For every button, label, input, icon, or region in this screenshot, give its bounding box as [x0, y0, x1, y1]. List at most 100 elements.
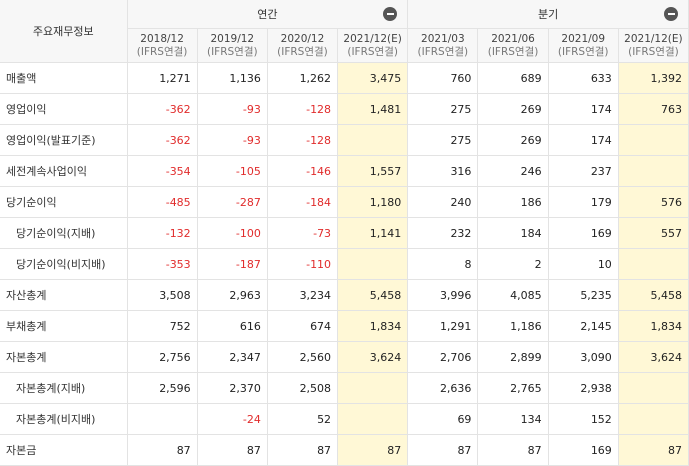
table-cell: 2,596 — [127, 372, 198, 404]
table-cell: 1,291 — [407, 310, 479, 342]
table-cell: 3,508 — [127, 279, 198, 311]
table-cell: 1,834 — [337, 310, 409, 342]
period-header: 2020/12 (IFRS연결) — [267, 28, 339, 63]
period-header: 2019/12 (IFRS연결) — [197, 28, 268, 63]
table-cell — [618, 403, 689, 435]
table-cell: -362 — [127, 124, 198, 156]
table-cell: 169 — [548, 217, 619, 249]
table-cell: -287 — [197, 186, 268, 218]
table-cell: 174 — [548, 124, 619, 156]
table-cell: 10 — [548, 248, 619, 280]
row-label[interactable]: 영업이익 — [0, 93, 128, 125]
table-cell: 557 — [618, 217, 689, 249]
row-label[interactable]: 자본총계(비지배) — [0, 403, 128, 435]
corner-label: 주요재무정보 — [0, 0, 128, 63]
table-cell: 2 — [477, 248, 549, 280]
table-cell: 237 — [548, 155, 619, 187]
table-cell: -128 — [267, 93, 339, 125]
table-cell: 87 — [618, 434, 689, 466]
row-label[interactable]: 자본총계 — [0, 341, 128, 373]
table-cell — [127, 403, 198, 435]
table-cell: 246 — [477, 155, 549, 187]
table-cell — [337, 248, 409, 280]
table-row: 당기순이익 -485 -287 -184 1,180 240 186 179 576 — [0, 186, 689, 218]
table-cell: 134 — [477, 403, 549, 435]
table-cell: 87 — [477, 434, 549, 466]
row-label[interactable]: 자본금 — [0, 434, 128, 466]
table-cell: 87 — [407, 434, 479, 466]
table-cell: -110 — [267, 248, 339, 280]
table-cell: 633 — [548, 62, 619, 94]
period-header: 2021/06 (IFRS연결) — [477, 28, 549, 63]
row-label[interactable]: 당기순이익(지배) — [0, 217, 128, 249]
table-cell: 8 — [407, 248, 479, 280]
table-cell: 760 — [407, 62, 479, 94]
table-cell: 3,090 — [548, 341, 619, 373]
table-row: 당기순이익(지배) -132 -100 -73 1,141 232 184 169 557 — [0, 217, 689, 249]
row-label[interactable]: 부채총계 — [0, 310, 128, 342]
row-label[interactable]: 당기순이익 — [0, 186, 128, 218]
table-cell: -93 — [197, 93, 268, 125]
row-label[interactable]: 자산총계 — [0, 279, 128, 311]
table-cell: 5,235 — [548, 279, 619, 311]
row-label[interactable]: 매출액 — [0, 62, 128, 94]
table-cell: 5,458 — [337, 279, 409, 311]
table-cell — [337, 403, 409, 435]
table-cell: 152 — [548, 403, 619, 435]
group-label-annual: 연간 — [257, 8, 278, 21]
table-cell: 87 — [127, 434, 198, 466]
table-cell: 184 — [477, 217, 549, 249]
table-cell: 763 — [618, 93, 689, 125]
table-cell: -485 — [127, 186, 198, 218]
table-row: 세전계속사업이익 -354 -105 -146 1,557 316 246 237 — [0, 155, 689, 187]
period-header: 2021/12(E) (IFRS연결) — [618, 28, 689, 63]
row-label[interactable]: 세전계속사업이익 — [0, 155, 128, 187]
table-cell: -187 — [197, 248, 268, 280]
table-cell: 174 — [548, 93, 619, 125]
table-cell: 186 — [477, 186, 549, 218]
table-cell: 1,262 — [267, 62, 339, 94]
table-row: 자본총계(지배) 2,596 2,370 2,508 2,636 2,765 2,938 — [0, 372, 689, 404]
table-cell: 2,560 — [267, 341, 339, 373]
period-header: 2021/03 (IFRS연결) — [407, 28, 479, 63]
table-cell — [337, 372, 409, 404]
row-label[interactable]: 당기순이익(비지배) — [0, 248, 128, 280]
table-cell: 275 — [407, 124, 479, 156]
table-cell: 2,347 — [197, 341, 268, 373]
table-cell: 689 — [477, 62, 549, 94]
table-cell: 3,996 — [407, 279, 479, 311]
table-cell: -132 — [127, 217, 198, 249]
group-header-annual: 연간 — [127, 0, 409, 29]
table-row: 자본총계(비지배) -24 52 69 134 152 — [0, 403, 689, 435]
table-cell: 1,186 — [477, 310, 549, 342]
table-cell: 2,145 — [548, 310, 619, 342]
table-cell: 674 — [267, 310, 339, 342]
table-cell: 269 — [477, 93, 549, 125]
table-cell — [618, 248, 689, 280]
table-cell: -105 — [197, 155, 268, 187]
minus-circle-icon[interactable] — [664, 7, 678, 21]
table-cell: 2,706 — [407, 341, 479, 373]
table-cell: 275 — [407, 93, 479, 125]
table-cell: 2,963 — [197, 279, 268, 311]
table-cell: 2,765 — [477, 372, 549, 404]
minus-circle-icon[interactable] — [383, 7, 398, 21]
period-header: 2021/09 (IFRS연결) — [548, 28, 619, 63]
table-cell: -93 — [197, 124, 268, 156]
table-row: 자본총계 2,756 2,347 2,560 3,624 2,706 2,899 3,090 3… — [0, 341, 689, 373]
row-label[interactable]: 영업이익(발표기준) — [0, 124, 128, 156]
table-cell: 3,624 — [337, 341, 409, 373]
table-cell: 87 — [197, 434, 268, 466]
table-cell: 616 — [197, 310, 268, 342]
table-row: 매출액 1,271 1,136 1,262 3,475 760 689 633 1,392 — [0, 62, 689, 94]
table-cell: 69 — [407, 403, 479, 435]
row-label[interactable]: 자본총계(지배) — [0, 372, 128, 404]
table-cell: 2,370 — [197, 372, 268, 404]
table-cell: -353 — [127, 248, 198, 280]
table-cell: 3,475 — [337, 62, 409, 94]
table-cell: -100 — [197, 217, 268, 249]
table-cell: 752 — [127, 310, 198, 342]
table-cell: -73 — [267, 217, 339, 249]
group-label-quarterly: 분기 — [538, 8, 559, 21]
table-cell: 3,234 — [267, 279, 339, 311]
